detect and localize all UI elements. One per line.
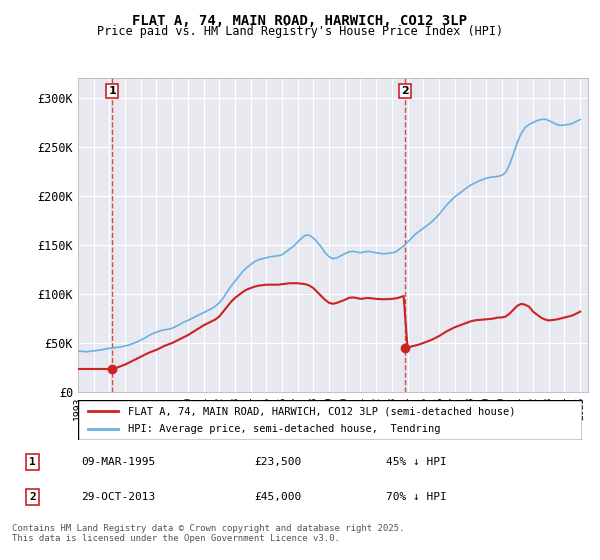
Text: 09-MAR-1995: 09-MAR-1995 [81, 457, 155, 467]
Text: 1: 1 [109, 86, 116, 96]
Text: 2: 2 [401, 86, 409, 96]
Text: 2: 2 [29, 492, 36, 502]
Text: 70% ↓ HPI: 70% ↓ HPI [386, 492, 447, 502]
Text: 1: 1 [29, 457, 36, 467]
Text: Contains HM Land Registry data © Crown copyright and database right 2025.
This d: Contains HM Land Registry data © Crown c… [12, 524, 404, 543]
Text: 45% ↓ HPI: 45% ↓ HPI [386, 457, 447, 467]
FancyBboxPatch shape [78, 400, 582, 440]
Text: Price paid vs. HM Land Registry's House Price Index (HPI): Price paid vs. HM Land Registry's House … [97, 25, 503, 38]
Text: £23,500: £23,500 [254, 457, 301, 467]
Text: HPI: Average price, semi-detached house,  Tendring: HPI: Average price, semi-detached house,… [128, 423, 441, 433]
Text: 29-OCT-2013: 29-OCT-2013 [81, 492, 155, 502]
Text: £45,000: £45,000 [254, 492, 301, 502]
Text: FLAT A, 74, MAIN ROAD, HARWICH, CO12 3LP: FLAT A, 74, MAIN ROAD, HARWICH, CO12 3LP [133, 14, 467, 28]
Text: FLAT A, 74, MAIN ROAD, HARWICH, CO12 3LP (semi-detached house): FLAT A, 74, MAIN ROAD, HARWICH, CO12 3LP… [128, 407, 516, 417]
